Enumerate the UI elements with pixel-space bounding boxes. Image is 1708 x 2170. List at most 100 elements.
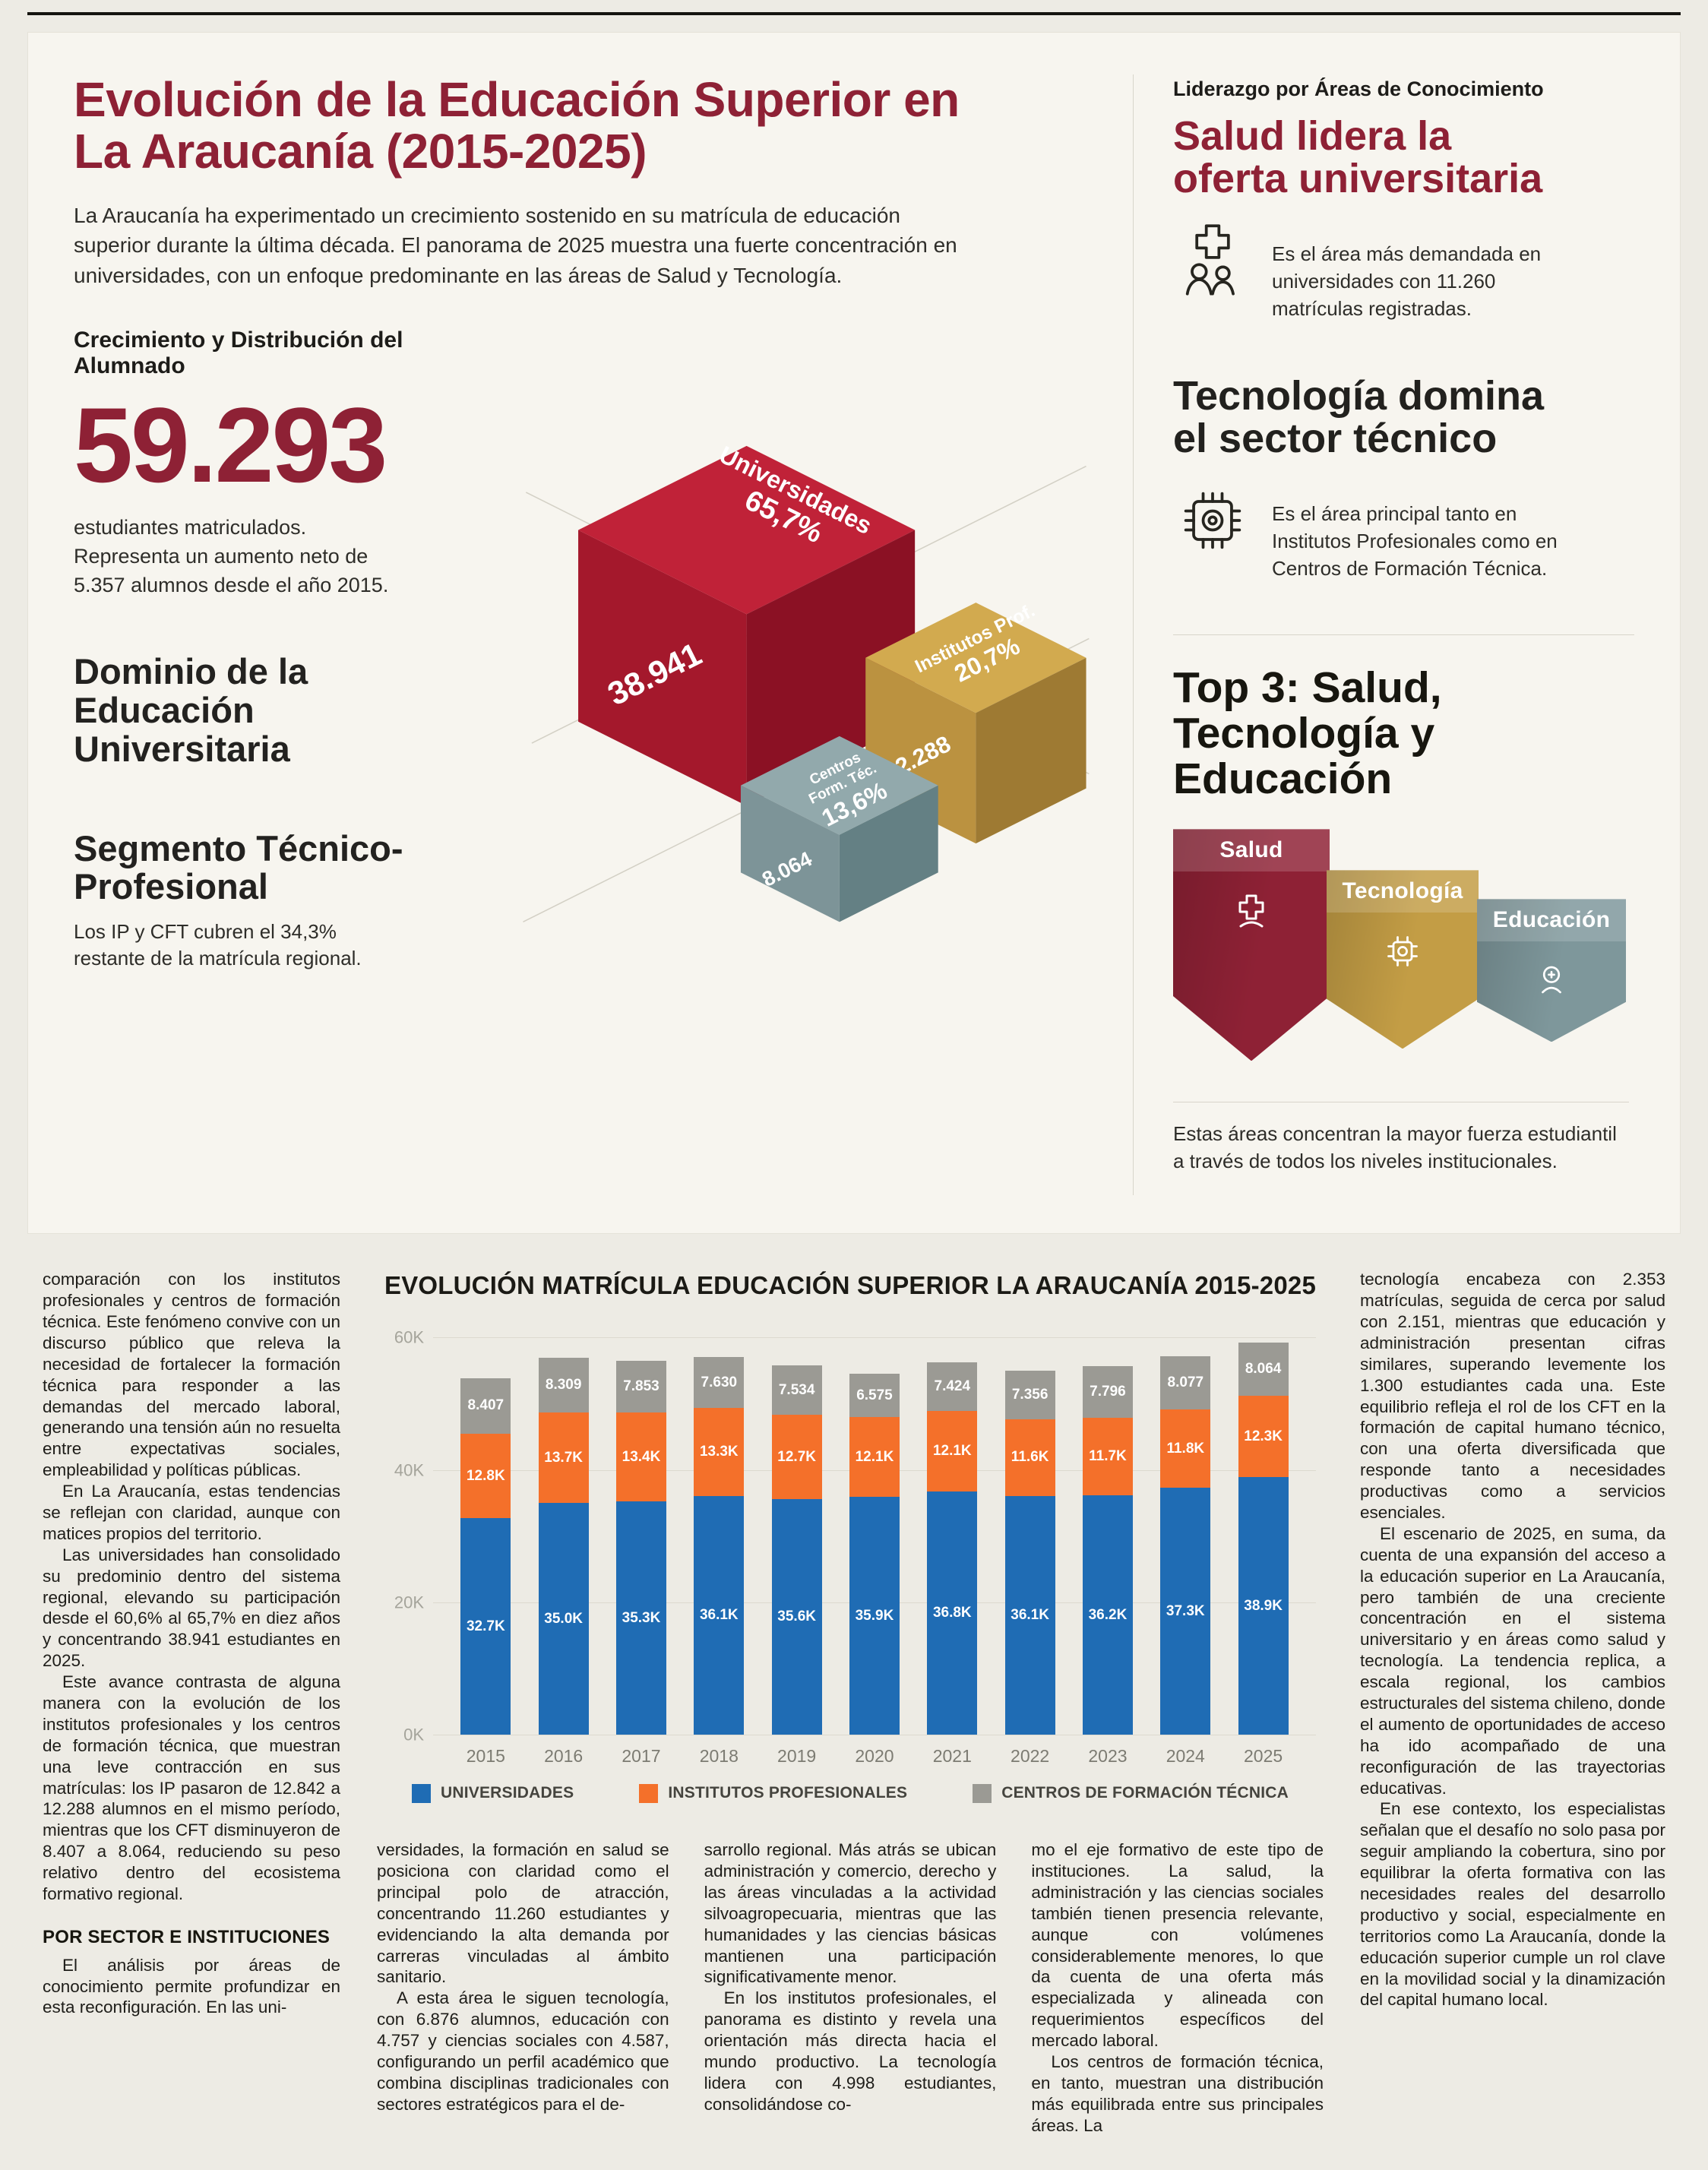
article-center-column: EVOLUCIÓN MATRÍCULA EDUCACIÓN SUPERIOR L… [377,1269,1324,2136]
article-section: comparación con los institutos profesion… [0,1234,1708,2169]
chart-x-tick: 2015 [466,1746,505,1767]
chart-gridline [433,1337,1316,1339]
article-mid-column-1: versidades, la formación en salud se pos… [377,1839,669,2136]
bar-2019: 7.534 12.7K 35.6K 2019 [771,1324,822,1766]
bar-segment-institutos-profesionales: 11.8K [1160,1409,1211,1488]
chip-gear-icon [1173,481,1252,564]
article-paragraph: El escenario de 2025, en suma, da cuenta… [1360,1523,1665,1798]
bar-2020: 6.575 12.1K 35.9K 2020 [849,1324,900,1766]
chart-bars: 8.407 12.8K 32.7K 2015 8.309 13.7K 35.0K 2016 7.… [433,1324,1316,1766]
article-paragraph: Este avance contrasta de alguna manera c… [43,1672,340,1903]
legend-item: UNIVERSIDADES [412,1783,574,1803]
bar-segment-universidades: 36.8K [927,1491,978,1735]
chart-plot: 0K 20K 40K 60K 8.407 12.8K 32.7K 2015 8.309 13.7K… [394,1324,1316,1766]
article-paragraph: mo el eje formativo de este tipo de inst… [1031,1840,1324,2051]
total-students-caption: estudiantes matriculados. Representa un … [74,515,389,596]
chart-x-tick: 2021 [932,1746,972,1767]
article-paragraph: sarrollo regional. Más atrás se ubican a… [704,1840,997,1987]
top3-banners: Salud Tecnología [1173,829,1634,1091]
banner-salud: Salud [1173,829,1330,1061]
universidades-left-face [578,530,747,806]
bar-segment-universidades: 36.1K [1004,1495,1055,1735]
banner-salud-label: Salud [1173,829,1330,872]
bar-segment-centros-de-formación-técnica: 6.575 [849,1373,900,1418]
infographic-title: Evolución de la Educación Superior en La… [74,72,960,179]
institutos-right-face [976,657,1086,844]
treemap-svg: Universidades 65,7% 38.941 Institutos Pr… [523,441,1090,922]
article-subhead: POR SECTOR E INSTITUCIONES [43,1926,331,1947]
infographic-panel: Evolución de la Educación Superior en La… [27,32,1681,1235]
infographic-sidebar: Liderazgo por Áreas de Conocimiento Salu… [1133,74,1634,1196]
infographic-main: Evolución de la Educación Superior en La… [74,74,1095,1195]
bar-segment-centros-de-formación-técnica: 7.796 [1082,1366,1133,1418]
bar-segment-universidades: 38.9K [1238,1477,1289,1735]
tecnologia-heading: Tecnología domina el sector técnico [1173,372,1545,462]
bar-2016: 8.309 13.7K 35.0K 2016 [538,1324,589,1766]
chart-y-tick: 60K [394,1327,424,1347]
institutos-top-face [865,603,1086,713]
article-right-paragraphs: tecnología encabeza con 2.353 matrículas… [1360,1269,1665,2010]
legend-item: INSTITUTOS PROFESIONALES [639,1783,907,1803]
bar-2024: 8.077 11.8K 37.3K 2024 [1160,1324,1211,1766]
article-paragraph: tecnología encabeza con 2.353 matrículas… [1360,1270,1665,1522]
article-left-paragraphs-2: El análisis por áreas de conocimiento pe… [43,1955,340,2019]
chart-x-tick: 2019 [777,1746,817,1767]
bar-segment-centros-de-formación-técnica: 8.407 [460,1378,511,1434]
bar-segment-centros-de-formación-técnica: 7.630 [694,1357,745,1408]
legend-item: CENTROS DE FORMACIÓN TÉCNICA [973,1783,1289,1803]
isometric-treemap: Universidades 65,7% 38.941 Institutos Pr… [514,327,1095,972]
bar-segment-centros-de-formación-técnica: 7.853 [615,1360,666,1412]
article-paragraph: En los institutos profesionales, el pano… [704,1988,997,2114]
bar-segment-universidades: 36.2K [1082,1495,1133,1735]
infographic-header: Evolución de la Educación Superior en La… [74,74,1095,291]
article-left-column: comparación con los institutos profesion… [43,1269,340,2136]
salud-text: Es el área más demandada en universidade… [1272,242,1542,321]
bar-2015: 8.407 12.8K 32.7K 2015 [460,1324,511,1766]
bar-segment-centros-de-formación-técnica: 8.064 [1238,1342,1289,1397]
bar-segment-centros-de-formación-técnica: 8.309 [538,1357,589,1412]
top3-heading: Top 3: Salud, Tecnología y Educación [1173,663,1442,803]
infographic-intro: La Araucanía ha experimentado un crecimi… [74,203,957,288]
chart-x-tick: 2020 [855,1746,894,1767]
bar-2022: 7.356 11.6K 36.1K 2022 [1004,1324,1055,1766]
chart-y-tick: 20K [394,1593,424,1612]
article-paragraph: Las universidades han consolidado su pre… [43,1545,340,1671]
chart-x-tick: 2017 [622,1746,661,1767]
chart-legend: UNIVERSIDADES INSTITUTOS PROFESIONALES CEN… [377,1783,1324,1803]
article-right-column: tecnología encabeza con 2.353 matrículas… [1360,1269,1665,2136]
banner-tecnologia-label: Tecnología [1327,870,1479,913]
article-paragraph: comparación con los institutos profesion… [43,1270,340,1480]
bar-segment-centros-de-formación-técnica: 7.356 [1004,1370,1055,1419]
bar-segment-institutos-profesionales: 12.1K [849,1417,900,1498]
bar-segment-centros-de-formación-técnica: 7.424 [927,1362,978,1412]
article-paragraph: En ese contexto, los especialistas señal… [1360,1799,1665,2010]
chart-x-tick: 2016 [544,1746,584,1767]
bar-segment-institutos-profesionales: 12.1K [927,1411,978,1491]
banner-educacion: Educación [1477,899,1626,1042]
chart-x-tick: 2022 [1011,1746,1050,1767]
article-paragraph: versidades, la formación en salud se pos… [377,1840,669,1987]
bar-segment-universidades: 35.0K [538,1503,589,1735]
head-icon [1477,961,1626,998]
bar-segment-universidades: 32.7K [460,1518,511,1735]
legend-swatch [412,1783,431,1803]
bar-2025: 8.064 12.3K 38.9K 2025 [1238,1324,1289,1766]
bar-segment-institutos-profesionales: 12.3K [1238,1396,1289,1478]
article-paragraph: En La Araucanía, estas tendencias se ref… [43,1482,340,1543]
total-students-number: 59.293 [74,384,387,505]
banner-educacion-label: Educación [1477,899,1626,942]
top-rule [27,12,1681,15]
bar-2023: 7.796 11.7K 36.2K 2023 [1082,1324,1133,1766]
article-left-paragraphs: comparación con los institutos profesion… [43,1269,340,1905]
bar-segment-universidades: 35.9K [849,1497,900,1735]
legend-swatch [973,1783,992,1803]
bar-segment-centros-de-formación-técnica: 8.077 [1160,1356,1211,1410]
article-mid-columns: versidades, la formación en salud se pos… [377,1839,1324,2136]
bar-segment-institutos-profesionales: 11.6K [1004,1419,1055,1496]
chart-y-tick: 0K [403,1725,424,1745]
bar-segment-institutos-profesionales: 13.4K [615,1412,666,1501]
chart-x-tick: 2024 [1166,1746,1205,1767]
centros-left-face [740,785,840,922]
bar-segment-universidades: 36.1K [694,1495,745,1735]
centros-right-face [839,785,938,922]
